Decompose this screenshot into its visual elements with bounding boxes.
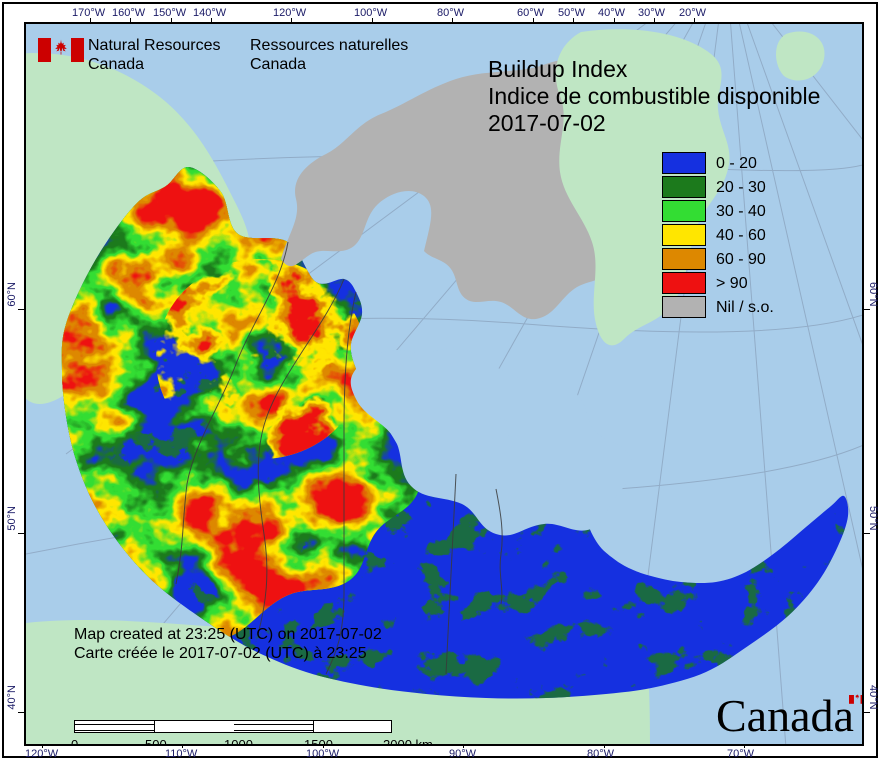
svg-text:Canada: Canada [716, 690, 854, 741]
